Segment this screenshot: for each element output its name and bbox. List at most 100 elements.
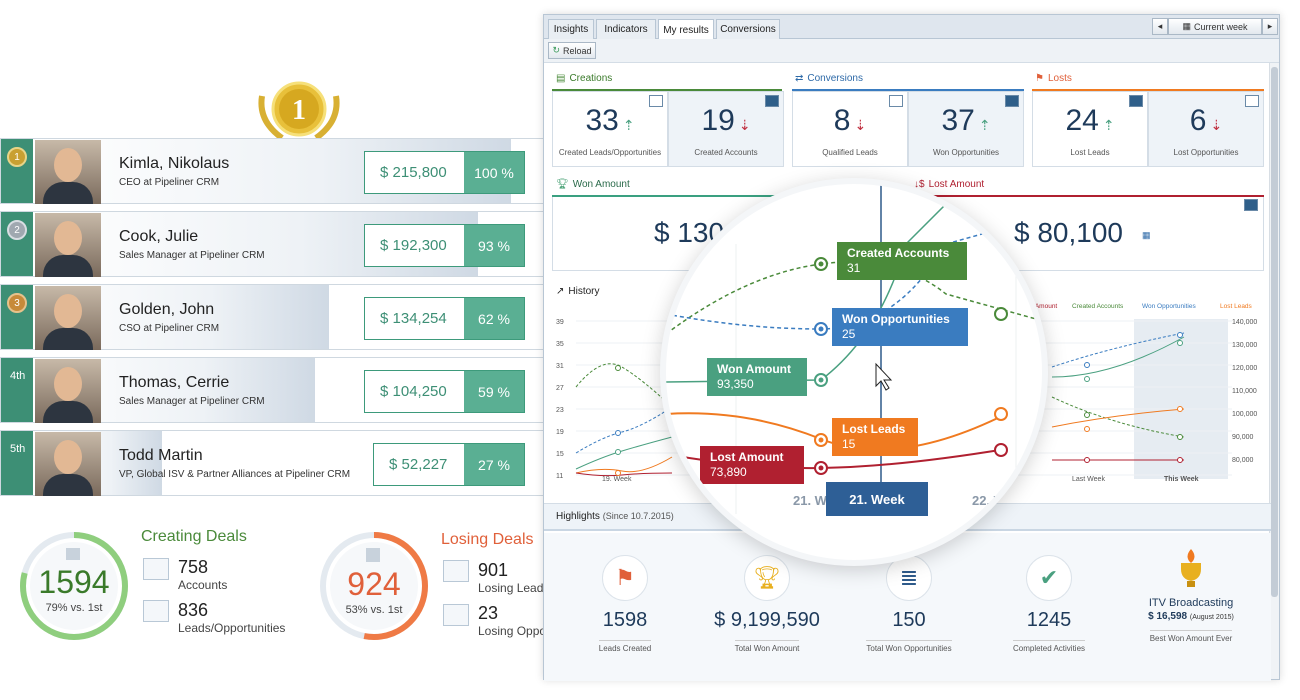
scrollbar[interactable] bbox=[1269, 63, 1279, 679]
data-point[interactable] bbox=[1177, 340, 1183, 346]
tab-conversions[interactable]: Conversions bbox=[716, 19, 780, 39]
creating-leads-label: Leads/Opportunities bbox=[178, 621, 286, 635]
kpi-card[interactable]: 6 ⇣ Lost Opportunities bbox=[1148, 91, 1264, 167]
leaderboard-row[interactable]: 5th Todd Martin VP, Global ISV & Partner… bbox=[0, 430, 545, 496]
grid-icon[interactable]: ▦ bbox=[1142, 230, 1151, 240]
tooltip-title: Won Opportunities bbox=[842, 312, 950, 326]
chart-icon[interactable] bbox=[143, 600, 169, 622]
highlights-since: (Since 10.7.2015) bbox=[602, 511, 674, 521]
highlight-label: Total Won Amount bbox=[734, 640, 800, 653]
data-point[interactable] bbox=[1084, 362, 1090, 368]
conversions-icon: ⇄ bbox=[795, 73, 804, 84]
y2-tick: 80,000 bbox=[1232, 457, 1254, 464]
highlight-value: 150 bbox=[892, 609, 926, 631]
legend-item[interactable]: Lost Leads bbox=[1220, 303, 1253, 310]
tooltip-value: 93,350 bbox=[717, 377, 754, 391]
data-point[interactable] bbox=[1084, 412, 1090, 418]
data-point[interactable] bbox=[615, 430, 621, 436]
won-amount-title: Won Amount bbox=[572, 179, 630, 190]
kpi-card[interactable]: 8 ⇣ Qualified Leads bbox=[792, 91, 908, 167]
week-selector[interactable]: ▦ Current week bbox=[1168, 18, 1262, 35]
document-icon bbox=[66, 548, 80, 560]
tab-my-results[interactable]: My results bbox=[658, 19, 714, 40]
data-point[interactable] bbox=[1084, 426, 1090, 432]
kpi-value: 8 bbox=[833, 104, 851, 137]
chart-magnifier: 21. W 21. Week 22. W Created Accounts 31 … bbox=[660, 178, 1048, 566]
kpi-card[interactable]: 37 ⇡ Won Opportunities bbox=[908, 91, 1024, 167]
tab-insights[interactable]: Insights bbox=[548, 19, 594, 39]
chart-toggle-icon[interactable] bbox=[1244, 199, 1258, 211]
data-point[interactable] bbox=[1177, 406, 1183, 412]
data-point[interactable] bbox=[1084, 376, 1090, 382]
y2-tick: 140,000 bbox=[1232, 319, 1257, 326]
data-point[interactable] bbox=[615, 365, 621, 371]
losing-leads-num: 901 bbox=[478, 560, 509, 580]
legend-item[interactable]: Created Accounts bbox=[1072, 303, 1124, 310]
rank-badge-icon: 1 bbox=[7, 147, 27, 167]
tooltip-created-accounts: Created Accounts 31 bbox=[837, 242, 967, 280]
svg-text:1: 1 bbox=[292, 95, 306, 126]
trend-down-icon: ⇣ bbox=[1210, 117, 1223, 133]
person-name[interactable]: Kimla, Nikolaus bbox=[119, 155, 230, 172]
chart-icon[interactable] bbox=[143, 558, 169, 580]
legend-item[interactable]: ...rt Amount bbox=[1024, 303, 1057, 310]
data-point[interactable] bbox=[1084, 457, 1090, 463]
document-icon bbox=[366, 548, 380, 562]
divider bbox=[792, 89, 1024, 91]
y2-tick: 110,000 bbox=[1232, 388, 1257, 395]
current-week-label[interactable]: 21. Week bbox=[826, 482, 928, 516]
kpi-value: 24 bbox=[1065, 104, 1099, 137]
kpi-card[interactable]: 19 ⇣ Created Accounts bbox=[668, 91, 784, 167]
lost-amount-value: $ 80,100 bbox=[1014, 217, 1123, 248]
losing-total: 924 bbox=[347, 566, 401, 602]
scrollbar-thumb[interactable] bbox=[1271, 67, 1278, 597]
prev-week-button[interactable]: ◂ bbox=[1152, 18, 1168, 35]
trend-down-icon: ⇣ bbox=[854, 117, 867, 133]
legend-item[interactable]: Won Opportunities bbox=[1142, 303, 1196, 310]
leaderboard-row[interactable]: 3 Golden, John CSO at Pipeliner CRM $ 13… bbox=[0, 284, 545, 350]
tooltip-won-amount: Won Amount 93,350 bbox=[707, 358, 807, 396]
leaderboard-row[interactable]: 2 Cook, Julie Sales Manager at Pipeliner… bbox=[0, 211, 545, 277]
chart-icon[interactable] bbox=[443, 560, 469, 582]
highlight-stat: ✔ 1245 Completed Activities bbox=[984, 555, 1114, 656]
chart-toggle-icon[interactable] bbox=[765, 95, 779, 107]
data-point[interactable] bbox=[615, 449, 621, 455]
data-point[interactable] bbox=[1177, 457, 1183, 463]
data-point[interactable] bbox=[1177, 332, 1183, 338]
kpi-card[interactable]: 24 ⇡ Lost Leads bbox=[1032, 91, 1148, 167]
amount-value: $ 192,300 bbox=[380, 237, 447, 254]
creating-leads-num: 836 bbox=[178, 600, 209, 620]
percent-badge: 27 % bbox=[464, 444, 524, 485]
reload-button[interactable]: ↻ Reload bbox=[548, 42, 596, 59]
chart-toggle-icon[interactable] bbox=[1005, 95, 1019, 107]
rank-badge-icon: 3 bbox=[7, 293, 27, 313]
reload-label: Reload bbox=[563, 45, 592, 56]
losing-title: Losing Deals bbox=[441, 531, 534, 548]
best-won-amount: ITV Broadcasting $ 16,598 (August 2015) … bbox=[1126, 545, 1256, 646]
chart-toggle-icon[interactable] bbox=[649, 95, 663, 107]
stack-icon: ≣ bbox=[886, 555, 932, 601]
series-lost-amount bbox=[575, 472, 673, 477]
tab-indicators[interactable]: Indicators bbox=[596, 19, 656, 39]
tooltip-lost-amount: Lost Amount 73,890 bbox=[700, 446, 804, 484]
kpi-label: Created Leads/Opportunities bbox=[558, 148, 662, 157]
leaderboard-row[interactable]: 1 Kimla, Nikolaus CEO at Pipeliner CRM $… bbox=[0, 138, 545, 204]
trend-up-icon: ⇡ bbox=[978, 117, 991, 133]
series-lost-leads bbox=[575, 456, 673, 474]
person-name[interactable]: Golden, John bbox=[119, 301, 215, 318]
person-name[interactable]: Thomas, Cerrie bbox=[119, 374, 230, 391]
data-point[interactable] bbox=[1177, 434, 1183, 440]
divider bbox=[912, 195, 1264, 197]
next-week-button[interactable]: ▸ bbox=[1262, 18, 1278, 35]
kpi-value: 6 bbox=[1189, 104, 1207, 137]
tooltip-value: 25 bbox=[842, 327, 856, 341]
chart-toggle-icon[interactable] bbox=[1245, 95, 1259, 107]
data-point[interactable] bbox=[615, 470, 621, 476]
chart-toggle-icon[interactable] bbox=[1129, 95, 1143, 107]
chart-icon[interactable] bbox=[443, 604, 469, 626]
chart-toggle-icon[interactable] bbox=[889, 95, 903, 107]
leaderboard-row[interactable]: 4th Thomas, Cerrie Sales Manager at Pipe… bbox=[0, 357, 545, 423]
kpi-card[interactable]: 33 ⇡ Created Leads/Opportunities bbox=[552, 91, 668, 167]
person-name[interactable]: Todd Martin bbox=[119, 447, 203, 464]
person-name[interactable]: Cook, Julie bbox=[119, 228, 199, 245]
